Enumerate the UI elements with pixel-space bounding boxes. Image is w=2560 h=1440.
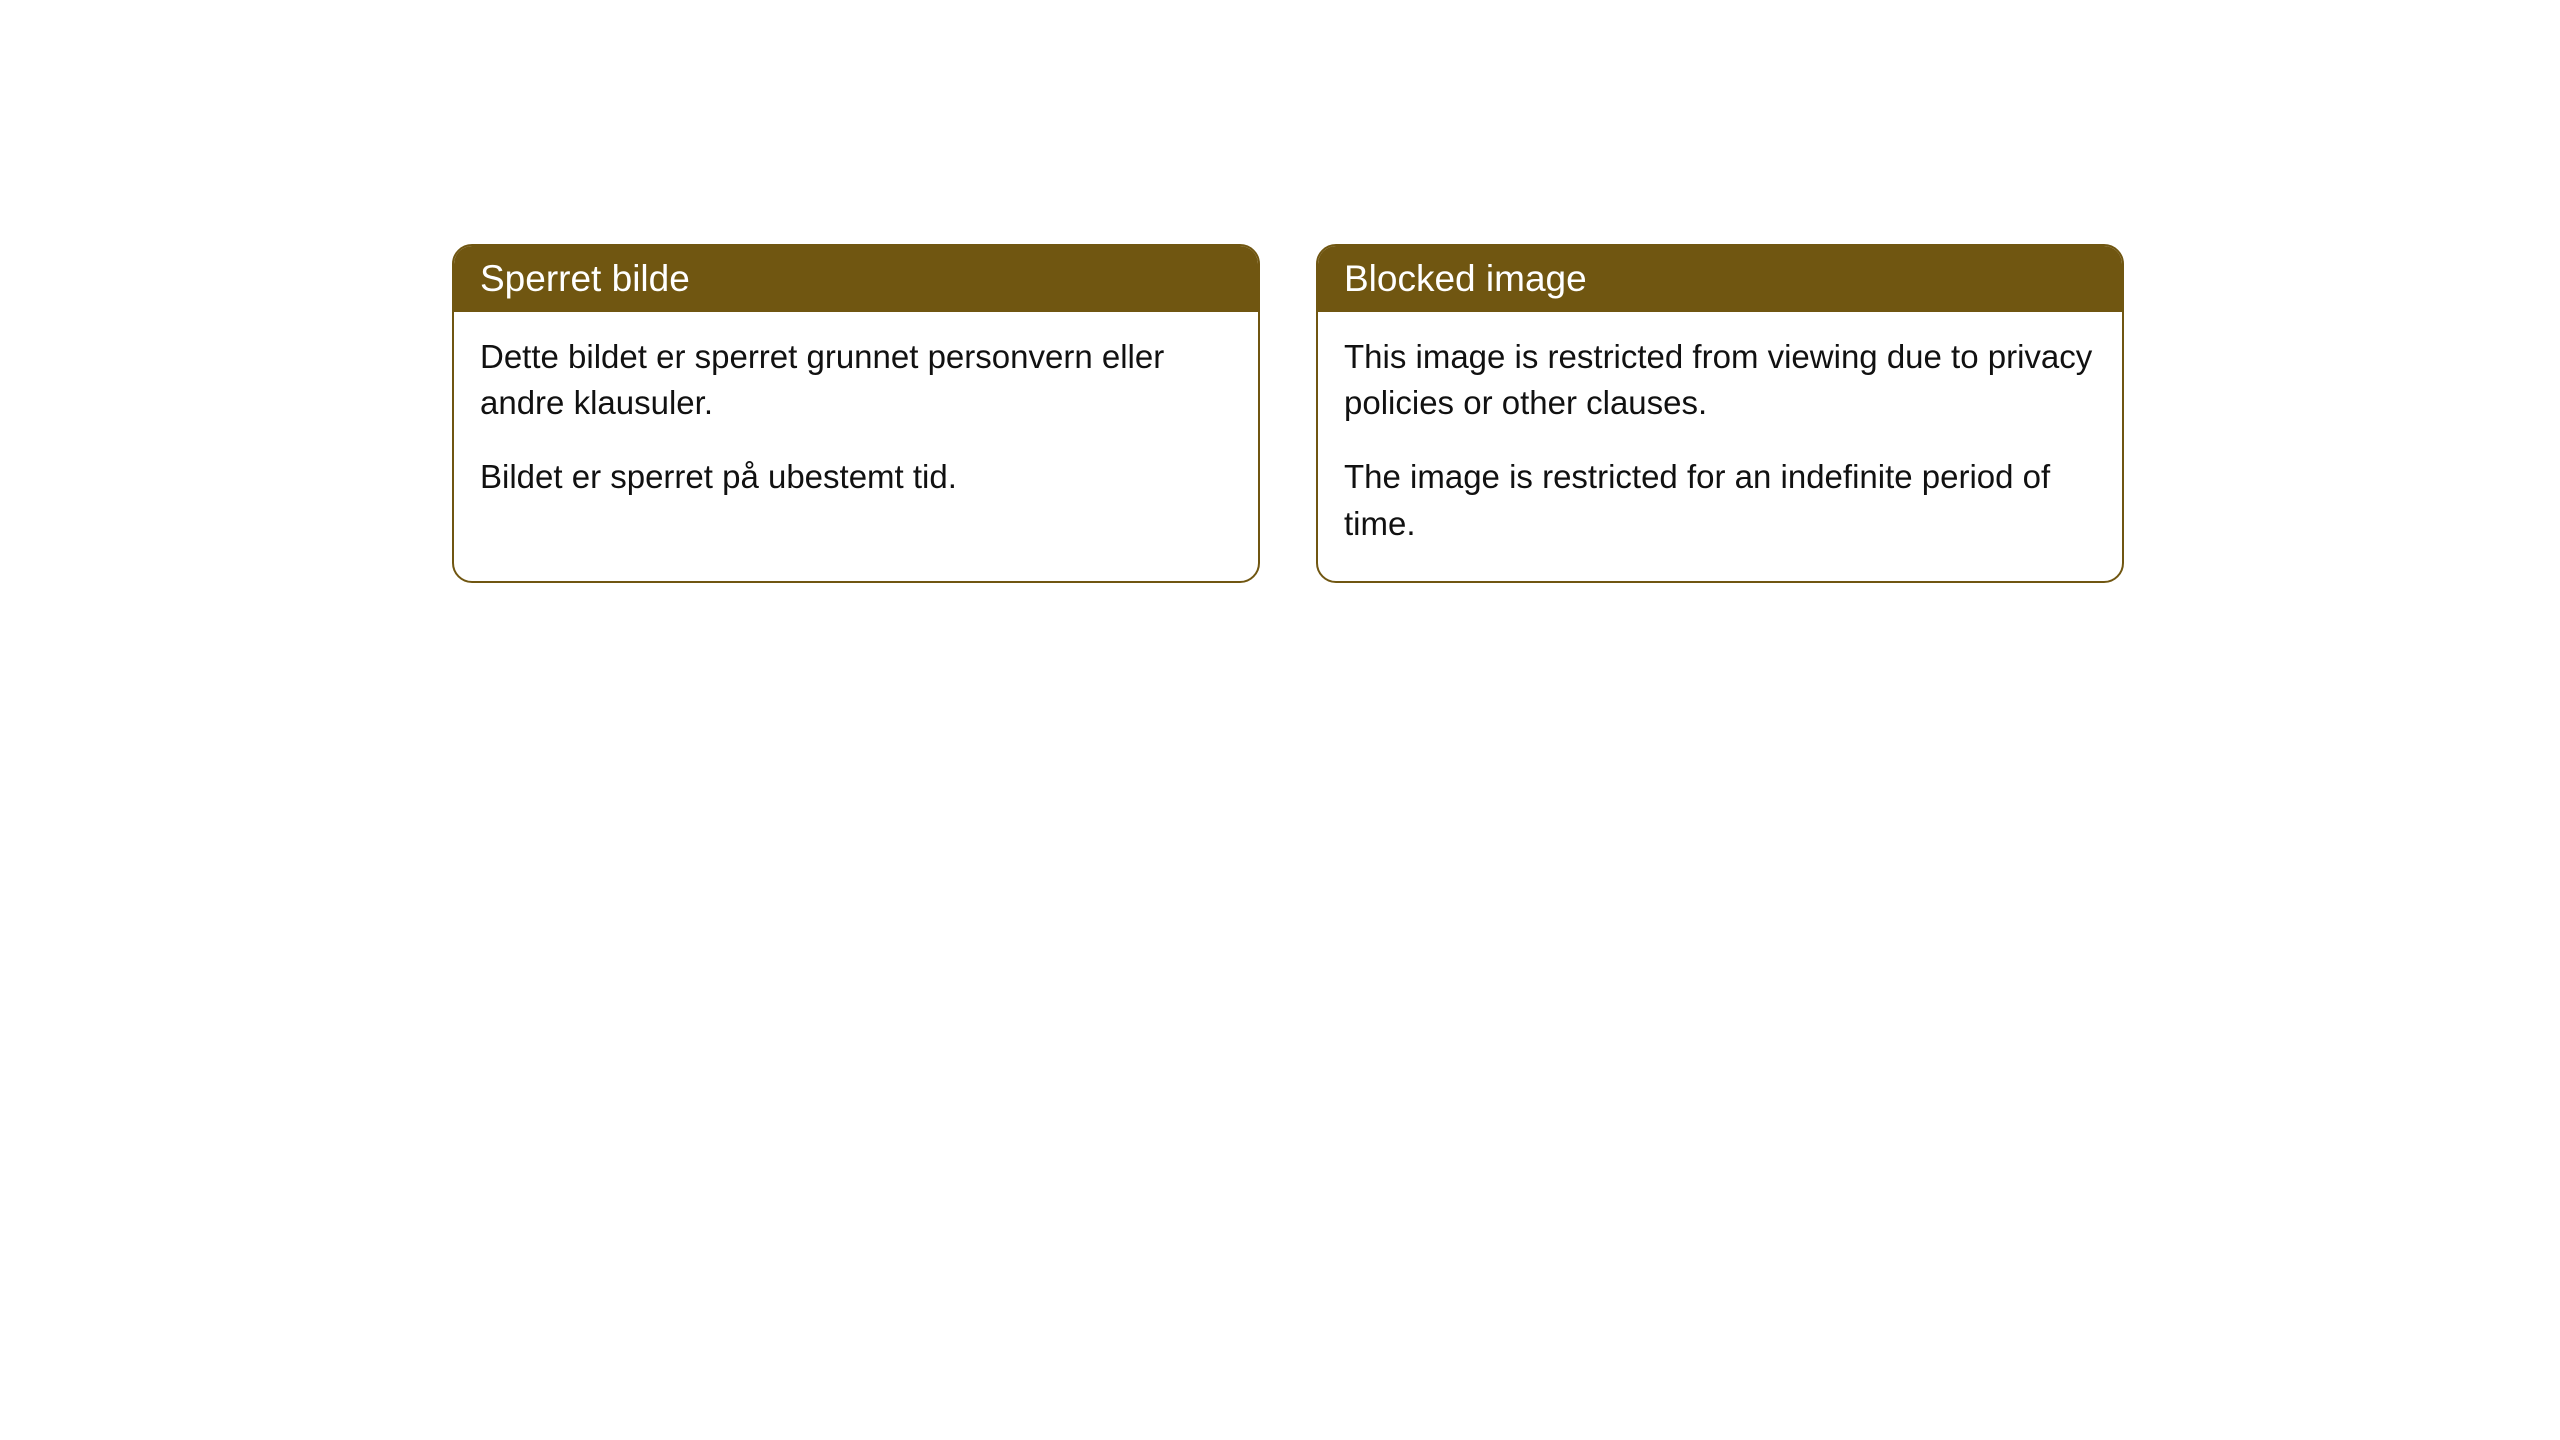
card-body: This image is restricted from viewing du… [1318, 312, 2122, 581]
card-paragraph: Bildet er sperret på ubestemt tid. [480, 454, 1232, 500]
card-body: Dette bildet er sperret grunnet personve… [454, 312, 1258, 535]
card-header: Sperret bilde [454, 246, 1258, 312]
card-header: Blocked image [1318, 246, 2122, 312]
card-title: Sperret bilde [480, 258, 690, 299]
card-paragraph: This image is restricted from viewing du… [1344, 334, 2096, 426]
blocked-image-card-english: Blocked image This image is restricted f… [1316, 244, 2124, 583]
notice-cards-container: Sperret bilde Dette bildet er sperret gr… [0, 0, 2560, 583]
card-title: Blocked image [1344, 258, 1587, 299]
blocked-image-card-norwegian: Sperret bilde Dette bildet er sperret gr… [452, 244, 1260, 583]
card-paragraph: The image is restricted for an indefinit… [1344, 454, 2096, 546]
card-paragraph: Dette bildet er sperret grunnet personve… [480, 334, 1232, 426]
